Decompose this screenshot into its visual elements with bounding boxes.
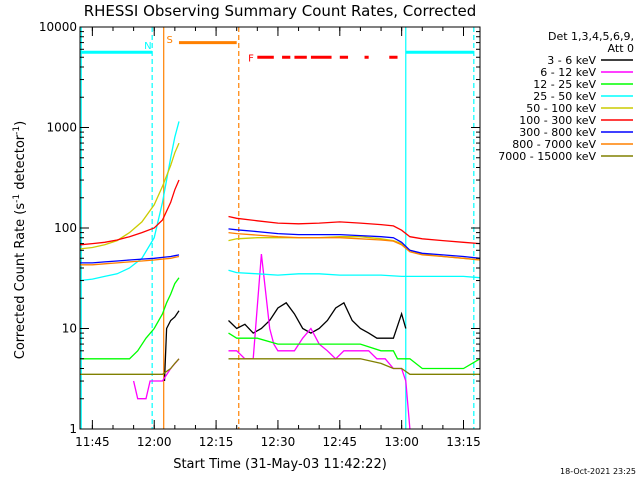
series-1-line-0 bbox=[132, 358, 180, 400]
timestamp: 18-Oct-2021 23:25 bbox=[560, 467, 636, 476]
status-marker-n: N bbox=[144, 41, 151, 52]
y-axis: 1 10 100 1000 10000 bbox=[39, 20, 480, 436]
y-axis-label-main: Corrected Count Rate (s bbox=[13, 203, 28, 360]
series-6-line-0 bbox=[80, 254, 180, 264]
x-tick-label: 11:45 bbox=[75, 435, 110, 449]
legend-entry-6: 300 - 800 keV bbox=[519, 126, 596, 139]
plot-border bbox=[79, 26, 481, 430]
series-1-line-1 bbox=[228, 254, 411, 430]
x-tick-label: 12:15 bbox=[199, 435, 234, 449]
chart-title: RHESSI Observing Summary Count Rates, Co… bbox=[84, 2, 477, 20]
legend-header-2: Att 0 bbox=[608, 42, 634, 55]
y-axis-label: Corrected Count Rate (s-1 detector-1) bbox=[12, 121, 28, 359]
y-axis-label-mid: detector bbox=[13, 134, 28, 194]
x-axis-label: Start Time (31-May-03 11:42:22) bbox=[173, 457, 387, 472]
legend-entry-8: 7000 - 15000 keV bbox=[498, 150, 596, 163]
series-3-line-0 bbox=[79, 121, 180, 282]
series-6-line-1 bbox=[228, 228, 481, 259]
series-2-line-1 bbox=[228, 332, 481, 370]
x-tick-label: 12:45 bbox=[322, 435, 357, 449]
x-tick-label: 13:00 bbox=[384, 435, 419, 449]
legend-entry-3: 25 - 50 keV bbox=[533, 90, 596, 103]
series-3-line-1 bbox=[228, 269, 481, 279]
plot-frame bbox=[79, 26, 481, 430]
y-tick-label: 1000 bbox=[46, 121, 77, 135]
y-axis-label-end: ) bbox=[13, 121, 28, 126]
legend-entry-4: 50 - 100 keV bbox=[526, 102, 596, 115]
y-axis-label-exp2: -1 bbox=[12, 126, 22, 135]
series-4-line-0 bbox=[79, 142, 180, 250]
legend-header-1: Det 1,3,4,5,6,9, bbox=[548, 30, 634, 43]
y-tick-label: 10000 bbox=[39, 20, 77, 34]
x-tick-label: 13:15 bbox=[446, 435, 481, 449]
series-7-line-1 bbox=[228, 231, 481, 261]
series-0-line-0 bbox=[163, 310, 180, 382]
legend-entry-7: 800 - 7000 keV bbox=[512, 138, 596, 151]
series-8-line-0 bbox=[80, 358, 180, 375]
y-axis-label-exp1: -1 bbox=[12, 194, 22, 203]
y-tick-label: 100 bbox=[54, 221, 77, 235]
x-axis: 11:45 12:00 12:15 12:30 12:45 13:00 13:15 bbox=[75, 27, 481, 449]
status-marker-s: S bbox=[166, 35, 172, 46]
series-0-line-1 bbox=[228, 301, 407, 339]
series-7-line-0 bbox=[80, 255, 180, 266]
series-5-line-1 bbox=[228, 215, 481, 245]
series-2-line-0 bbox=[80, 277, 180, 360]
plot-area: N S F bbox=[79, 27, 481, 430]
legend-entry-5: 100 - 300 keV bbox=[519, 114, 596, 127]
y-tick-label: 10 bbox=[62, 322, 77, 336]
flare-label: F bbox=[248, 53, 254, 64]
series-8-line-1 bbox=[228, 358, 480, 375]
legend-entry-0: 3 - 6 keV bbox=[547, 54, 596, 67]
x-tick-label: 12:30 bbox=[261, 435, 296, 449]
series-5-line-0 bbox=[79, 179, 180, 246]
y-tick-label: 1 bbox=[69, 422, 77, 436]
legend-entry-2: 12 - 25 keV bbox=[533, 78, 596, 91]
legend-entry-1: 6 - 12 keV bbox=[540, 66, 596, 79]
x-tick-label: 12:00 bbox=[137, 435, 172, 449]
